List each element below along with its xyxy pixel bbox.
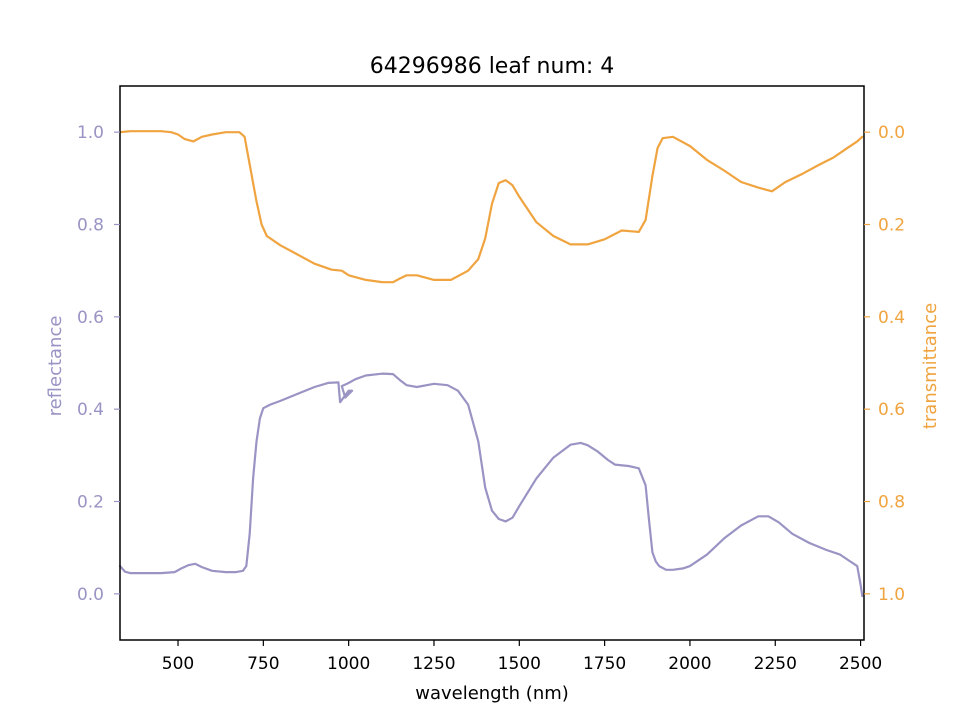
x-tick-label: 500	[162, 654, 194, 674]
x-tick-label: 2250	[754, 654, 797, 674]
y-left-tick-label: 0.6	[77, 308, 104, 328]
x-tick-label: 1500	[498, 654, 541, 674]
x-tick-label: 750	[247, 654, 279, 674]
x-tick-label: 2000	[668, 654, 711, 674]
chart-title: 64296986 leaf num: 4	[370, 54, 615, 79]
y-axis-left-label: reflectance	[45, 316, 66, 417]
y-left-tick-label: 0.0	[77, 585, 104, 605]
y-right-tick-label: 0.2	[878, 216, 905, 236]
y-right-tick-label: 0.8	[878, 493, 905, 513]
y-axis-right-label: transmittance	[920, 303, 941, 429]
reflectance-series-line	[118, 372, 864, 598]
x-tick-label: 1000	[327, 654, 370, 674]
x-tick-label: 2500	[839, 654, 882, 674]
y-left-tick-label: 0.2	[77, 493, 104, 513]
x-axis-label: wavelength (nm)	[415, 683, 569, 704]
x-tick-label: 1250	[412, 654, 455, 674]
y-right-tick-label: 0.6	[878, 400, 905, 420]
x-tick-label: 1750	[583, 654, 626, 674]
transmittance-series-line	[118, 130, 864, 284]
y-right-tick-label: 1.0	[878, 585, 905, 605]
y-left-tick-label: 0.8	[77, 216, 104, 236]
y-left-tick-label: 1.0	[77, 123, 104, 143]
y-right-tick-label: 0.0	[878, 123, 905, 143]
plot-frame	[119, 85, 865, 641]
y-right-tick-label: 0.4	[878, 308, 905, 328]
y-left-tick-label: 0.4	[77, 400, 104, 420]
